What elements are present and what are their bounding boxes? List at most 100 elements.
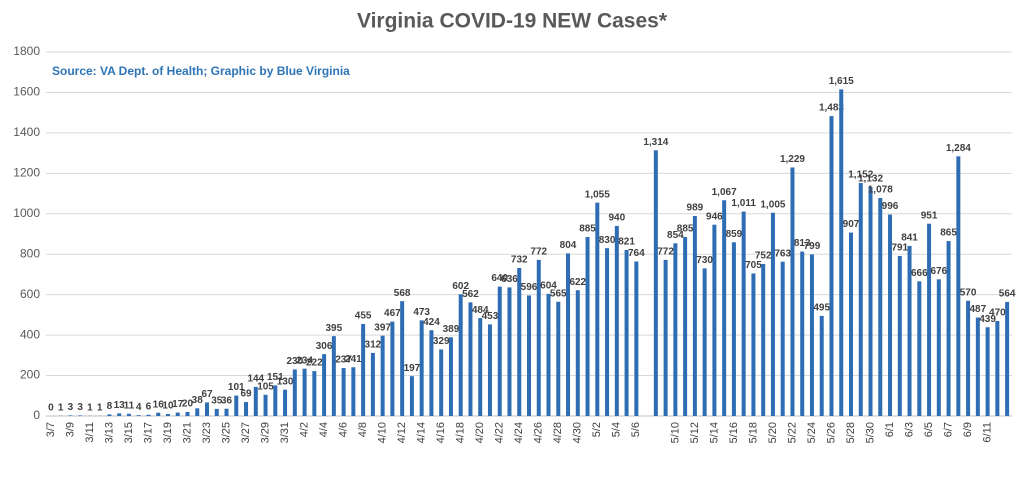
bar <box>556 301 561 416</box>
bar <box>995 320 1000 416</box>
bar <box>78 415 83 416</box>
value-label: 36 <box>221 395 233 406</box>
value-label: 1,067 <box>712 187 737 198</box>
value-label: 484 <box>472 305 489 316</box>
x-tick-label: 5/20 <box>767 422 779 443</box>
value-label: 1,011 <box>731 198 756 209</box>
value-label: 11 <box>124 400 135 411</box>
value-label: 329 <box>433 336 450 347</box>
value-label: 222 <box>306 358 323 369</box>
bar <box>527 295 531 416</box>
x-tick-label: 4/26 <box>533 422 545 443</box>
value-label: 1,483 <box>819 103 844 114</box>
value-label: 885 <box>677 224 694 235</box>
x-tick-label: 4/16 <box>435 422 447 443</box>
x-tick-label: 3/19 <box>162 422 174 443</box>
value-label: 989 <box>687 203 704 214</box>
value-label: 439 <box>979 314 996 325</box>
value-label: 306 <box>316 341 333 352</box>
bar <box>722 200 727 416</box>
bar <box>126 413 131 416</box>
bar <box>917 281 922 416</box>
bar <box>751 273 756 416</box>
bar <box>770 212 775 416</box>
bar <box>936 279 941 416</box>
bar <box>419 320 424 416</box>
x-tick-label: 5/10 <box>669 422 681 443</box>
value-label: 730 <box>696 255 713 266</box>
x-tick-label: 5/22 <box>786 422 798 443</box>
x-tick-label: 5/4 <box>611 422 623 437</box>
x-tick-label: 5/14 <box>708 422 720 443</box>
value-label: 596 <box>521 282 538 293</box>
value-label: 67 <box>201 389 213 400</box>
value-label: 237 <box>335 355 352 366</box>
x-tick-label: 4/30 <box>572 422 584 443</box>
bar <box>136 415 141 416</box>
x-tick-label: 6/5 <box>923 422 935 437</box>
bar <box>761 263 766 416</box>
bar <box>68 415 73 416</box>
value-label: 565 <box>550 288 567 299</box>
x-tick-label: 4/20 <box>474 422 486 443</box>
value-label: 6 <box>146 401 152 412</box>
chart-title: Virginia COVID-19 NEW Cases* <box>357 10 668 33</box>
bar <box>380 335 385 416</box>
bar <box>205 402 209 416</box>
bar <box>829 116 834 417</box>
bar <box>439 349 444 416</box>
bar <box>497 286 502 416</box>
y-tick-label: 1600 <box>13 85 40 99</box>
bar <box>107 414 112 416</box>
bar <box>117 413 122 416</box>
x-tick-label: 3/27 <box>240 422 252 443</box>
y-tick-label: 0 <box>33 408 40 422</box>
value-label: 3 <box>77 402 83 413</box>
bar <box>263 394 268 416</box>
value-label: 772 <box>530 247 547 258</box>
value-label: 772 <box>657 247 674 258</box>
bar <box>214 408 219 416</box>
bar <box>546 293 551 416</box>
bar <box>507 287 512 416</box>
bar <box>605 248 610 416</box>
x-tick-label: 6/7 <box>942 422 954 437</box>
value-label: 570 <box>960 287 977 298</box>
x-tick-label: 6/9 <box>962 422 974 437</box>
x-tick-label: 3/13 <box>103 422 115 443</box>
y-tick-label: 200 <box>20 368 40 382</box>
value-label: 453 <box>482 311 499 322</box>
x-tick-label: 5/18 <box>747 422 759 443</box>
bar <box>878 198 883 416</box>
bar <box>146 414 151 416</box>
y-tick-label: 600 <box>20 287 40 301</box>
x-tick-label: 5/26 <box>825 422 837 443</box>
value-label: 470 <box>989 308 1006 319</box>
y-tick-label: 1000 <box>13 206 40 220</box>
bar <box>409 376 414 416</box>
bar <box>692 216 697 416</box>
bar <box>370 352 375 416</box>
x-tick-label: 4/24 <box>513 422 525 443</box>
x-tick-label: 3/11 <box>84 422 96 443</box>
bar <box>468 302 473 416</box>
x-tick-label: 4/18 <box>455 422 467 443</box>
bar <box>224 408 229 416</box>
y-tick-label: 400 <box>20 327 40 341</box>
value-label: 101 <box>228 382 245 393</box>
value-label: 16 <box>153 399 165 410</box>
value-label: 946 <box>706 211 723 222</box>
y-tick-label: 1400 <box>13 125 40 139</box>
bar <box>985 327 990 416</box>
value-label: 17 <box>172 399 184 410</box>
value-label: 636 <box>501 274 518 285</box>
bar <box>800 251 805 416</box>
x-tick-label: 3/25 <box>220 422 232 443</box>
value-label: 395 <box>326 323 343 334</box>
x-tick-label: 5/24 <box>806 422 818 443</box>
value-label: 1 <box>97 402 103 413</box>
value-label: 312 <box>365 340 382 351</box>
bar <box>390 321 395 416</box>
